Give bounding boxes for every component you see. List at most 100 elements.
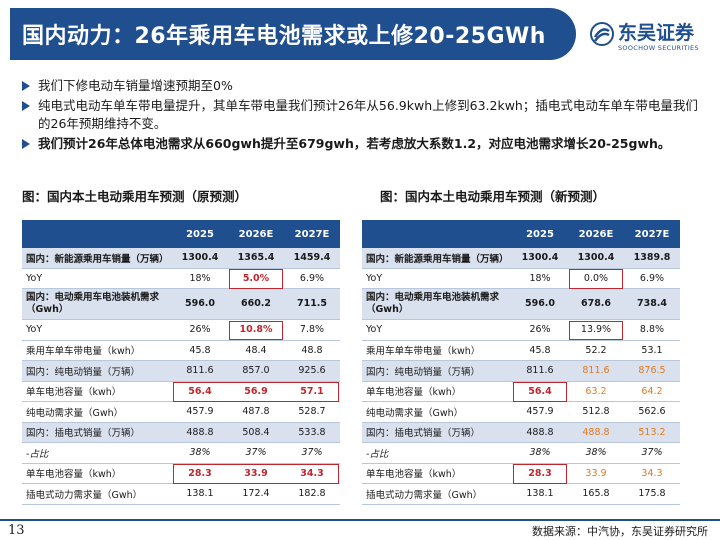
soochow-logo-icon (590, 22, 614, 46)
table-row: 乘用车单车带电量（kwh） 45.8 48.4 48.8 (22, 340, 340, 361)
left-table-title: 图：国内本土电动乘用车预测（原预测） (22, 189, 248, 204)
page-title: 国内动力：26年乘用车电池需求或上修20-25GWh (22, 24, 546, 49)
table-row: -占比 38% 38% 37% (362, 442, 680, 464)
value-cell: 513.2 (624, 422, 680, 443)
value-cell: 1300.4 (172, 248, 228, 269)
table-row: 纯电动需求量（Gwh） 457.9 512.8 562.6 (362, 401, 680, 423)
right-table-title: 图：国内本土电动乘用车预测（新预测） (380, 189, 606, 204)
table-row: 单车电池容量（kwh） 28.3 33.9 34.3 (362, 463, 680, 484)
highlight-box (513, 464, 567, 484)
row-label-cell: -占比 (362, 442, 512, 464)
value-cell: 45.8 (512, 340, 568, 361)
table-row: 国内：插电式销量（万辆） 488.8 508.4 533.8 (22, 422, 340, 443)
value-cell: 175.8 (624, 483, 680, 505)
table-row: 插电式动力需求量（Gwh） 138.1 165.8 175.8 (362, 483, 680, 505)
row-label-cell: YoY (362, 319, 512, 341)
table-header-row: 2025 2026E 2027E (22, 220, 340, 248)
highlight-box (569, 269, 623, 289)
value-cell: 138.1 (172, 483, 228, 505)
table-row: 国内：电动乘用车电池装机需求（Gwh） 596.0 678.6 738.4 (362, 288, 680, 320)
row-label-cell: 单车电池容量（kwh） (22, 381, 172, 402)
value-cell: 52.2 (568, 340, 624, 361)
header-cell (22, 220, 172, 248)
value-cell: 7.8% (284, 319, 340, 341)
value-cell: 738.4 (624, 288, 680, 320)
highlight-box (173, 464, 339, 484)
value-cell: 533.8 (284, 422, 340, 443)
table-row: 插电式动力需求量（Gwh） 138.1 172.4 182.8 (22, 483, 340, 505)
value-cell: 38% (172, 442, 228, 464)
table-row: 单车电池容量（kwh） 56.4 63.2 64.2 (362, 381, 680, 402)
value-cell: 38% (512, 442, 568, 464)
highlight-box (229, 320, 283, 340)
value-cell: 45.8 (172, 340, 228, 361)
value-cell: 33.9 (568, 463, 624, 484)
row-label-cell: 插电式动力需求量（Gwh） (362, 483, 512, 505)
bullet-text: 我们下修电动车销量增速预期至0% (38, 78, 233, 93)
value-cell: 1365.4 (228, 248, 284, 269)
triangle-bullet-icon (22, 101, 30, 111)
logo-text-cn: 东吴证券 (618, 22, 695, 44)
value-cell: 811.6 (512, 360, 568, 382)
value-cell: 37% (284, 442, 340, 464)
bullet-text: 纯电式电动车单车带电量提升，其单车带电量我们预计26年从56.9kwh上修到63… (38, 98, 698, 131)
value-cell: 857.0 (228, 360, 284, 382)
value-cell: 1459.4 (284, 248, 340, 269)
value-cell: 34.3 (624, 463, 680, 484)
value-cell: 37% (228, 442, 284, 464)
value-cell: 8.8% (624, 319, 680, 341)
value-cell: 596.0 (172, 288, 228, 320)
forecast-table-original: 2025 2026E 2027E 国内：新能源乘用车销量（万辆） 1300.4 13… (22, 220, 340, 505)
value-cell: 488.8 (172, 422, 228, 443)
value-cell: 487.8 (228, 401, 284, 423)
header-cell (362, 220, 512, 248)
table-row: YoY 18% 0.0% 6.9% (362, 268, 680, 289)
table-row: 单车电池容量（kwh） 28.3 33.9 34.3 (22, 463, 340, 484)
value-cell: 1389.8 (624, 248, 680, 269)
table-row: 国内：新能源乘用车销量（万辆） 1300.4 1300.4 1389.8 (362, 248, 680, 269)
header-cell: 2026E (228, 220, 284, 248)
bullet-item: 纯电式电动车单车带电量提升，其单车带电量我们预计26年从56.9kwh上修到63… (20, 97, 710, 133)
value-cell: 6.9% (284, 268, 340, 289)
row-label-cell: 国内：纯电动销量（万辆） (22, 360, 172, 382)
logo-text-en: SOOCHOW SECURITIES (618, 44, 699, 52)
table-row: 国内：纯电动销量（万辆） 811.6 857.0 925.6 (22, 360, 340, 382)
row-label-cell: YoY (362, 268, 512, 289)
value-cell: 37% (624, 442, 680, 464)
header-cell: 2026E (568, 220, 624, 248)
value-cell: 64.2 (624, 381, 680, 402)
table-row: 国内：电动乘用车电池装机需求（Gwh） 596.0 660.2 711.5 (22, 288, 340, 320)
value-cell: 165.8 (568, 483, 624, 505)
highlight-box (513, 382, 567, 402)
table-header-row: 2025 2026E 2027E (362, 220, 680, 248)
value-cell: 562.6 (624, 401, 680, 423)
triangle-bullet-icon (22, 81, 30, 91)
value-cell: 660.2 (228, 288, 284, 320)
value-cell: 63.2 (568, 381, 624, 402)
value-cell: 457.9 (512, 401, 568, 423)
value-cell: 172.4 (228, 483, 284, 505)
value-cell: 26% (512, 319, 568, 341)
row-label-cell: -占比 (22, 442, 172, 464)
bullet-text: 我们预计26年总体电池需求从660gwh提升至679gwh，若考虑放大系数1.2… (38, 136, 671, 151)
table-row: 单车电池容量（kwh） 56.4 56.9 57.1 (22, 381, 340, 402)
value-cell: 38% (568, 442, 624, 464)
row-label-cell: 纯电动需求量（Gwh） (362, 401, 512, 423)
table-row: YoY 26% 10.8% 7.8% (22, 319, 340, 341)
row-label-cell: 单车电池容量（kwh） (22, 463, 172, 484)
value-cell: 48.4 (228, 340, 284, 361)
bullet-item: 我们预计26年总体电池需求从660gwh提升至679gwh，若考虑放大系数1.2… (20, 135, 710, 153)
row-label-cell: 国内：新能源乘用车销量（万辆） (362, 248, 512, 269)
brand-logo: 东吴证券 SOOCHOW SECURITIES (590, 16, 715, 60)
value-cell: 48.8 (284, 340, 340, 361)
header-cell: 2025 (172, 220, 228, 248)
row-label-cell: 乘用车单车带电量（kwh） (22, 340, 172, 361)
value-cell: 876.5 (624, 360, 680, 382)
value-cell: 488.8 (512, 422, 568, 443)
table-row: -占比 38% 37% 37% (22, 442, 340, 464)
row-label-cell: 国内：电动乘用车电池装机需求（Gwh） (22, 288, 172, 320)
value-cell: 26% (172, 319, 228, 341)
value-cell: 811.6 (172, 360, 228, 382)
bullet-list: 我们下修电动车销量增速预期至0% 纯电式电动车单车带电量提升，其单车带电量我们预… (20, 77, 710, 155)
header-cell: 2027E (284, 220, 340, 248)
